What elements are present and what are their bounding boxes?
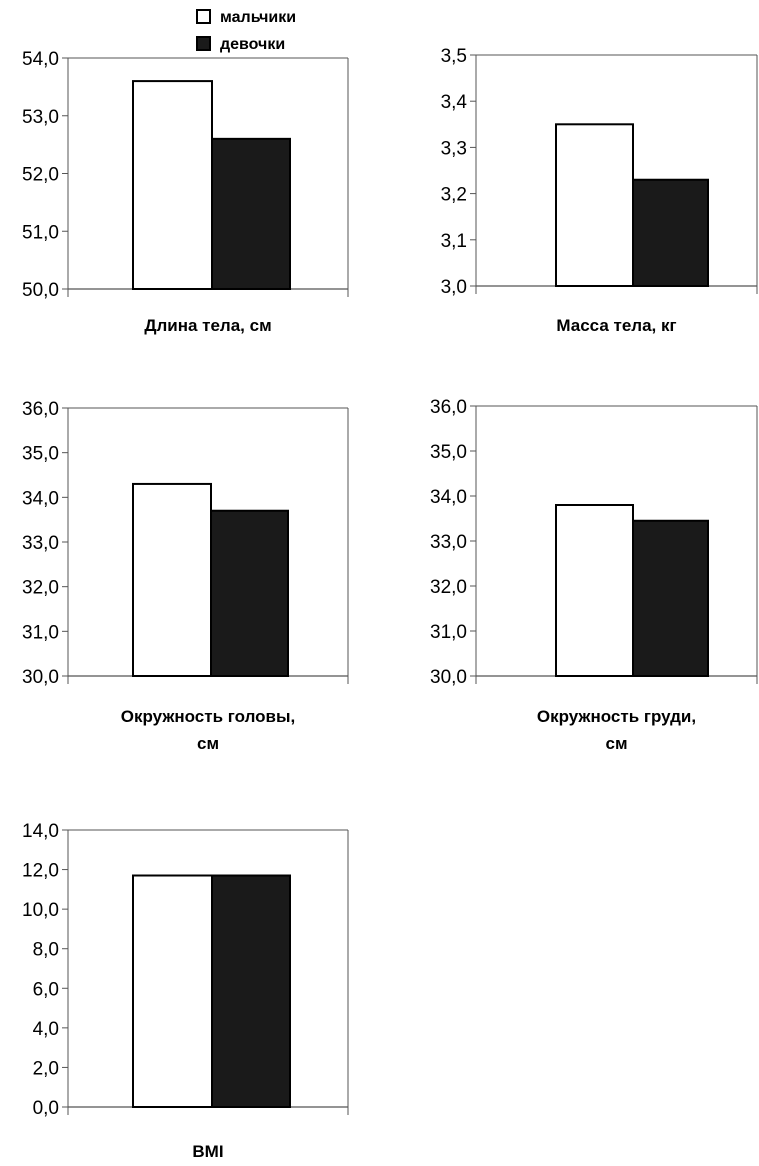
chart-4-tick-label-7: 14,0	[22, 821, 59, 842]
chart-3-bar-girls	[632, 519, 709, 677]
chart-1-tick-label-2: 3,2	[441, 185, 467, 206]
chart-0-tick-label-4: 54,0	[22, 49, 59, 70]
chart-1: 3,0 3,1 3,2 3,3 3,4 3,5 Масса тела, кг	[441, 46, 758, 335]
chart-4-bar-boys	[132, 874, 213, 1108]
chart-1-tick-label-0: 3,0	[441, 277, 467, 298]
legend: мальчики девочки	[196, 9, 296, 53]
chart-0-bar-girls	[211, 137, 291, 290]
chart-1-tick-label-5: 3,5	[441, 46, 467, 67]
chart-2-title-line-1: см	[197, 734, 219, 753]
legend-label-0: мальчики	[220, 9, 296, 26]
chart-3-tick-label-0: 30,0	[430, 667, 467, 688]
chart-2-tick-label-6: 36,0	[22, 399, 59, 420]
charts: 50,0 51,0 52,0 53,0 54,0 Длина тела, см 3,0 3,1…	[22, 46, 758, 1161]
chart-1-tick-label-4: 3,4	[441, 92, 468, 113]
chart-3-tick-label-1: 31,0	[430, 622, 467, 643]
chart-4-tick-label-6: 12,0	[22, 861, 59, 882]
chart-1-title: Масса тела, кг	[556, 316, 676, 335]
chart-3-tick-label-5: 35,0	[430, 442, 467, 463]
chart-4-tick-label-1: 2,0	[33, 1058, 59, 1079]
chart-3-tick-label-3: 33,0	[430, 532, 467, 553]
chart-0: 50,0 51,0 52,0 53,0 54,0 Длина тела, см	[22, 49, 349, 335]
chart-2: 30,0 31,0 32,0 33,0 34,0 35,0 36,0 Окружность г…	[22, 399, 349, 753]
chart-4-title: BMI	[192, 1142, 223, 1161]
chart-4-tick-label-4: 8,0	[33, 940, 59, 961]
chart-3-title-line-0: Окружность груди,	[537, 707, 696, 726]
chart-3-title-line-1: см	[605, 734, 627, 753]
legend-swatch-1	[196, 36, 211, 51]
chart-2-bar-girls	[210, 509, 289, 677]
chart-1-bar-boys	[555, 123, 634, 287]
chart-2-tick-label-5: 35,0	[22, 444, 59, 465]
chart-2-tick-label-4: 34,0	[22, 488, 59, 509]
chart-1-bar-girls	[632, 178, 709, 288]
chart-2-title-line-0: Окружность головы,	[121, 707, 295, 726]
chart-4: 0,0 2,0 4,0 6,0 8,0 10,0 12,0 14,0 BMI	[22, 821, 349, 1161]
legend-swatch-0	[196, 9, 211, 24]
chart-4-tick-label-0: 0,0	[33, 1098, 59, 1119]
chart-2-bar-boys	[132, 482, 212, 677]
chart-0-tick-label-3: 53,0	[22, 107, 59, 128]
chart-3-tick-label-6: 36,0	[430, 397, 467, 418]
chart-1-tick-label-1: 3,1	[441, 231, 467, 252]
chart-0-tick-label-0: 50,0	[22, 280, 59, 301]
chart-0-tick-label-1: 51,0	[22, 222, 59, 243]
chart-4-tick-label-5: 10,0	[22, 900, 59, 921]
chart-3: 30,0 31,0 32,0 33,0 34,0 35,0 36,0 Окружность г…	[430, 397, 758, 753]
chart-2-tick-label-1: 31,0	[22, 622, 59, 643]
chart-4-tick-label-2: 4,0	[33, 1019, 59, 1040]
legend-label-1: девочки	[220, 36, 285, 53]
chart-2-tick-label-0: 30,0	[22, 667, 59, 688]
chart-0-tick-label-2: 52,0	[22, 165, 59, 186]
chart-2-tick-label-3: 33,0	[22, 533, 59, 554]
chart-3-tick-label-2: 32,0	[430, 577, 467, 598]
chart-4-bar-girls	[211, 874, 291, 1108]
chart-0-title: Длина тела, см	[144, 316, 271, 335]
chart-4-tick-label-3: 6,0	[33, 979, 59, 1000]
chart-3-tick-label-4: 34,0	[430, 487, 467, 508]
chart-2-tick-label-2: 32,0	[22, 578, 59, 599]
chart-1-tick-label-3: 3,3	[441, 138, 467, 159]
chart-3-bar-boys	[555, 504, 634, 677]
chart-0-bar-boys	[132, 80, 213, 290]
